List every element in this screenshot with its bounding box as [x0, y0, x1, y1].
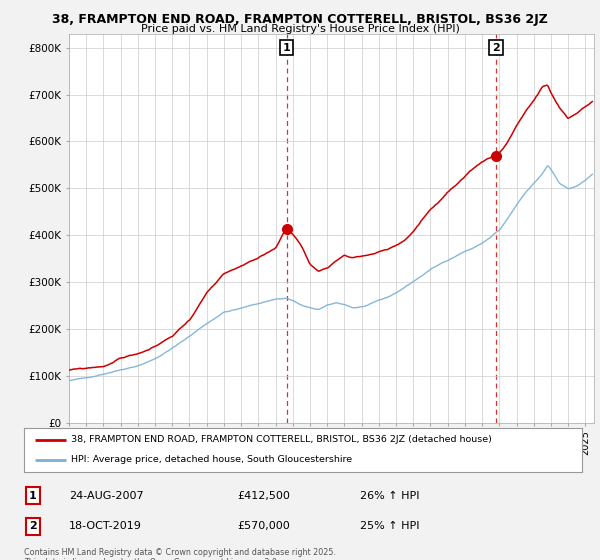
- Text: 25% ↑ HPI: 25% ↑ HPI: [360, 521, 419, 531]
- Text: 26% ↑ HPI: 26% ↑ HPI: [360, 491, 419, 501]
- Text: Price paid vs. HM Land Registry's House Price Index (HPI): Price paid vs. HM Land Registry's House …: [140, 24, 460, 34]
- Text: 38, FRAMPTON END ROAD, FRAMPTON COTTERELL, BRISTOL, BS36 2JZ: 38, FRAMPTON END ROAD, FRAMPTON COTTEREL…: [52, 13, 548, 26]
- Text: Contains HM Land Registry data © Crown copyright and database right 2025.
This d: Contains HM Land Registry data © Crown c…: [24, 548, 336, 560]
- Text: 38, FRAMPTON END ROAD, FRAMPTON COTTERELL, BRISTOL, BS36 2JZ (detached house): 38, FRAMPTON END ROAD, FRAMPTON COTTEREL…: [71, 435, 493, 444]
- Text: 2: 2: [492, 43, 500, 53]
- Text: £570,000: £570,000: [237, 521, 290, 531]
- Text: HPI: Average price, detached house, South Gloucestershire: HPI: Average price, detached house, Sout…: [71, 455, 353, 464]
- Text: 2: 2: [29, 521, 37, 531]
- Text: 1: 1: [283, 43, 290, 53]
- Text: 1: 1: [29, 491, 37, 501]
- Text: 24-AUG-2007: 24-AUG-2007: [69, 491, 143, 501]
- Text: 18-OCT-2019: 18-OCT-2019: [69, 521, 142, 531]
- Text: £412,500: £412,500: [237, 491, 290, 501]
